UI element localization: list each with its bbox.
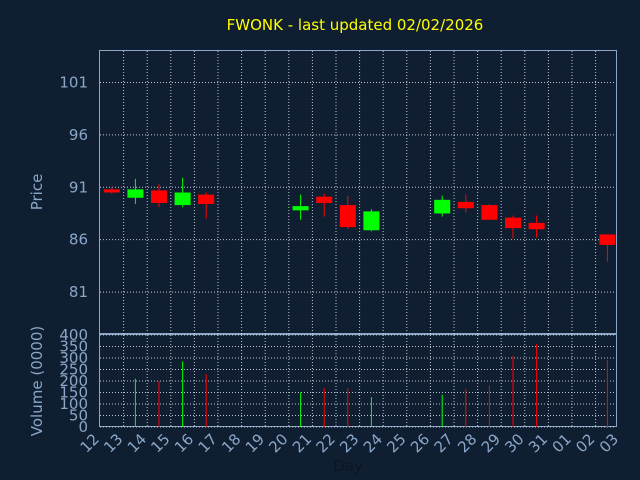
- volume-tick-label: 350: [59, 338, 88, 356]
- x-tick-label: 13: [100, 430, 126, 456]
- price-tick-label: 101: [59, 73, 88, 91]
- volume-grid: [100, 334, 616, 428]
- price-axis-ticks: 81 86 91 96 101: [59, 73, 88, 301]
- candle-body: [127, 189, 144, 198]
- x-tick-label: 17: [195, 430, 221, 456]
- candle-body: [505, 217, 521, 229]
- price-axis-label: Price: [28, 174, 46, 211]
- candle-body: [198, 194, 215, 205]
- price-tick-label: 91: [69, 178, 88, 196]
- candle-body: [316, 196, 333, 203]
- volume-axis-label: Volume (0000): [28, 326, 46, 436]
- price-panel: 81 86 91 96 101 Price: [28, 50, 617, 334]
- candle-body: [457, 201, 474, 209]
- x-tick-label: 21: [289, 430, 315, 456]
- volume-tick-label: 150: [59, 384, 88, 402]
- volume-tick-label: 200: [59, 372, 88, 390]
- volume-tick-label: 400: [59, 326, 88, 344]
- price-grid: [100, 51, 616, 334]
- price-tick-label: 96: [69, 126, 88, 144]
- x-tick-label: 01: [549, 430, 575, 456]
- x-tick-label: 23: [336, 430, 362, 456]
- x-tick-label: 16: [171, 430, 197, 456]
- candle-body: [339, 205, 356, 228]
- price-panel-frame: [99, 50, 617, 334]
- volume-bars: [134, 344, 608, 427]
- x-tick-label: 02: [572, 430, 598, 456]
- chart-title: FWONK - last updated 02/02/2026: [227, 16, 484, 34]
- x-tick-label: 28: [454, 430, 480, 456]
- x-axis-label: Day: [333, 457, 363, 475]
- x-tick-label: 19: [242, 430, 268, 456]
- candle-body: [292, 206, 309, 211]
- volume-tick-label: 50: [69, 407, 88, 425]
- price-tick-label: 81: [69, 283, 88, 301]
- candle-body: [481, 205, 498, 220]
- x-tick-label: 22: [313, 430, 339, 456]
- x-tick-label: 15: [147, 430, 173, 456]
- price-tick-label: 86: [69, 231, 88, 249]
- volume-tick-label: 250: [59, 361, 88, 379]
- x-tick-label: 25: [383, 430, 409, 456]
- x-tick-label: 31: [525, 430, 551, 456]
- x-tick-label: 26: [407, 430, 433, 456]
- candles: [103, 177, 616, 262]
- candle-body: [599, 234, 616, 245]
- x-tick-label: 14: [124, 430, 150, 456]
- volume-tick-label: 0: [78, 418, 88, 436]
- candle-body: [363, 211, 380, 231]
- volume-tick-label: 300: [59, 349, 88, 367]
- volume-tick-label: 100: [59, 395, 88, 413]
- x-tick-label: 24: [360, 430, 386, 456]
- candle-body: [103, 189, 120, 193]
- x-tick-label: 18: [218, 430, 244, 456]
- x-axis-ticks: 1213141516171819202122232425262728293031…: [77, 430, 622, 456]
- x-tick-label: 27: [431, 430, 457, 456]
- x-tick-label: 30: [501, 430, 527, 456]
- x-tick-label: 29: [478, 430, 504, 456]
- candle-body: [174, 192, 191, 206]
- x-tick-label: 20: [265, 430, 291, 456]
- candle-body: [151, 190, 167, 203]
- candle-body: [434, 199, 451, 214]
- candle-body: [528, 222, 545, 230]
- x-tick-label: 03: [596, 430, 622, 456]
